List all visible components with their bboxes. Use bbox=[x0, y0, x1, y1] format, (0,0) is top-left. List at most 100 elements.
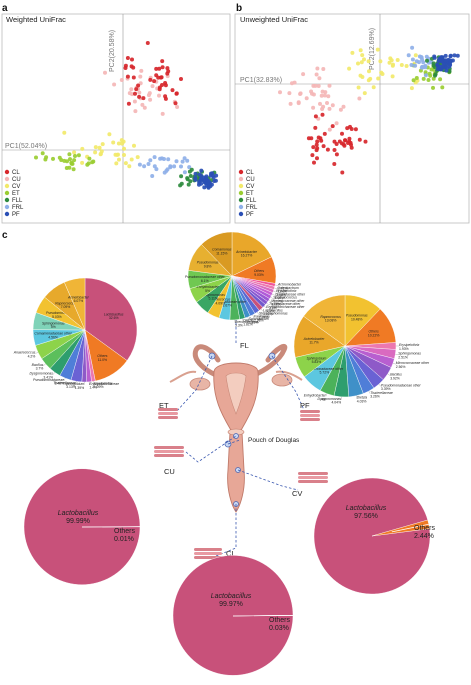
scatter-point-cv bbox=[123, 161, 128, 166]
uterine-cavity bbox=[225, 372, 247, 415]
scatter-point-cu bbox=[287, 91, 292, 96]
pie-label-et-11: Sphingomonas 5% bbox=[42, 321, 65, 329]
pc1-label-b: PC1(32.83%) bbox=[240, 77, 282, 84]
scatter-point-cl bbox=[353, 127, 358, 132]
scatter-point-cl bbox=[337, 139, 342, 144]
panel-title-a: Weighted UniFrac bbox=[6, 15, 66, 24]
scatter-point-cl bbox=[126, 101, 131, 106]
scatter-point-pf bbox=[213, 178, 218, 183]
scatter-point-cl bbox=[332, 162, 337, 166]
scatter-point-cl bbox=[322, 131, 327, 136]
pie-chart-pf: Pseudomonas 10.48%Others 10.22% Erysipeloth… bbox=[293, 294, 430, 405]
scatter-point-cv bbox=[404, 64, 409, 68]
scatter-point-et bbox=[44, 155, 49, 160]
scatter-point-frl bbox=[162, 157, 166, 161]
scatter-point-cu bbox=[127, 91, 132, 96]
scatter-point-et bbox=[431, 85, 435, 90]
scatter-point-cv bbox=[409, 86, 414, 91]
pie-label-et-13: Rapnococcus 7.09% bbox=[55, 301, 76, 309]
pie-label-cl-others-name: Others bbox=[269, 617, 291, 624]
pie-label-fl-20: Pseudomonadaceae other 6.1% bbox=[185, 275, 226, 283]
pie-slice-pf-14 bbox=[303, 294, 346, 347]
scatter-point-pf bbox=[193, 171, 198, 176]
scatter-point-cv bbox=[391, 62, 395, 67]
scatter-point-frl bbox=[172, 164, 177, 169]
legend-marker-cl bbox=[4, 169, 10, 175]
scatter-point-cl bbox=[334, 152, 339, 157]
legend-label-pf: PF bbox=[246, 212, 254, 218]
legend-marker-pf bbox=[4, 211, 10, 217]
pie-label-pf-10: Enhydrobacter 4% bbox=[304, 394, 327, 402]
panel-b: b Unweighted UniFrac PC1(32.83%) PC2(12.… bbox=[234, 3, 470, 224]
pie-label-pf-6: Pseudomonadaceae other 3.39% bbox=[381, 383, 422, 391]
pie-leader-fl-7 bbox=[268, 300, 272, 303]
scatter-point-cu bbox=[103, 70, 107, 75]
pie-slice-et-14 bbox=[64, 277, 86, 331]
legend-marker-et bbox=[4, 190, 10, 196]
left-ligament bbox=[169, 370, 197, 383]
scatter-point-cu bbox=[129, 87, 134, 92]
site-label-fl: FL bbox=[240, 341, 249, 350]
pie-label-pf-3: Sphingomonas 2.51% bbox=[398, 352, 421, 360]
pie-label-pf-9: Dysgonomonas 4.04% bbox=[318, 397, 342, 405]
panel-letter-c: c bbox=[2, 230, 8, 241]
scatter-point-pf bbox=[448, 53, 453, 58]
scatter-point-pf bbox=[443, 58, 448, 63]
scatter-point-cv bbox=[359, 60, 364, 65]
scatter-point-cu bbox=[322, 93, 327, 98]
scatter-point-cv bbox=[350, 50, 355, 55]
scatter-point-cl bbox=[125, 74, 130, 79]
scatter-point-pf bbox=[440, 65, 445, 70]
scatter-point-cu bbox=[137, 90, 142, 95]
scatter-point-cl bbox=[170, 88, 175, 93]
scatter-point-cv bbox=[347, 66, 352, 71]
pie-label-pf-7: Tissierellaceae 3.26% bbox=[370, 391, 393, 399]
scatter-point-pf bbox=[206, 179, 211, 184]
scatter-point-cu bbox=[140, 102, 145, 107]
scatter-point-et bbox=[76, 153, 81, 158]
pie-label-cv-others-name: Others bbox=[414, 525, 436, 532]
scatter-point-pf bbox=[197, 172, 202, 177]
scatter-point-et bbox=[411, 78, 416, 83]
scatter-point-et bbox=[414, 76, 419, 80]
panel-letter-a: a bbox=[2, 3, 8, 14]
scatter-point-cu bbox=[157, 93, 161, 98]
scatter-point-cu bbox=[278, 90, 282, 95]
pie-leader-fl-2 bbox=[275, 284, 279, 286]
legend-label-pf: PF bbox=[12, 212, 20, 218]
scatter-point-cu bbox=[112, 82, 117, 87]
pie-leader-pf-6 bbox=[378, 384, 381, 387]
scatter-point-cu bbox=[338, 107, 343, 112]
scatter-point-cv bbox=[116, 141, 121, 146]
scatter-point-et bbox=[51, 156, 55, 161]
scatter-point-cu bbox=[316, 84, 321, 88]
scatter-point-frl bbox=[179, 164, 183, 169]
scatter-point-cl bbox=[158, 75, 163, 80]
scatter-point-cu bbox=[327, 83, 332, 88]
scatter-point-cl bbox=[163, 96, 168, 101]
pie-label-cl-others-pct: 0.03% bbox=[269, 625, 289, 632]
scatter-point-et bbox=[71, 167, 76, 172]
scatter-point-et bbox=[62, 158, 67, 163]
pie-label-fl-5: Clostridiaceae other 1.08% bbox=[275, 292, 306, 300]
legend-label-cv: CV bbox=[246, 184, 254, 190]
scatter-point-fll bbox=[186, 182, 191, 187]
rod-bacteria-icon-et bbox=[158, 408, 178, 419]
pie-chart-fl: Acinetobacter 16.27% Others 9.03% Achromobac… bbox=[185, 231, 306, 328]
scatter-point-frl bbox=[165, 167, 170, 172]
pie-label-pf-1: Others 10.22% bbox=[368, 330, 380, 338]
scatter-point-cv bbox=[366, 59, 371, 64]
scatter-point-et bbox=[428, 73, 433, 78]
scatter-point-frl bbox=[150, 174, 155, 178]
pie-leader-fl-9 bbox=[264, 305, 267, 309]
pie-slice-cv-1 bbox=[371, 519, 430, 537]
scatter-point-cv bbox=[113, 152, 118, 157]
scatter-point-frl bbox=[152, 155, 157, 160]
pie-label-et-8: Bacillus 3.7% bbox=[32, 363, 44, 371]
scatter-point-frl bbox=[185, 158, 190, 163]
pie-label-cl-main-name: Lactobacillus bbox=[211, 593, 252, 600]
scatter-point-cu bbox=[334, 121, 339, 126]
scatter-point-cl bbox=[363, 139, 368, 144]
scatter-point-cv bbox=[358, 73, 363, 78]
